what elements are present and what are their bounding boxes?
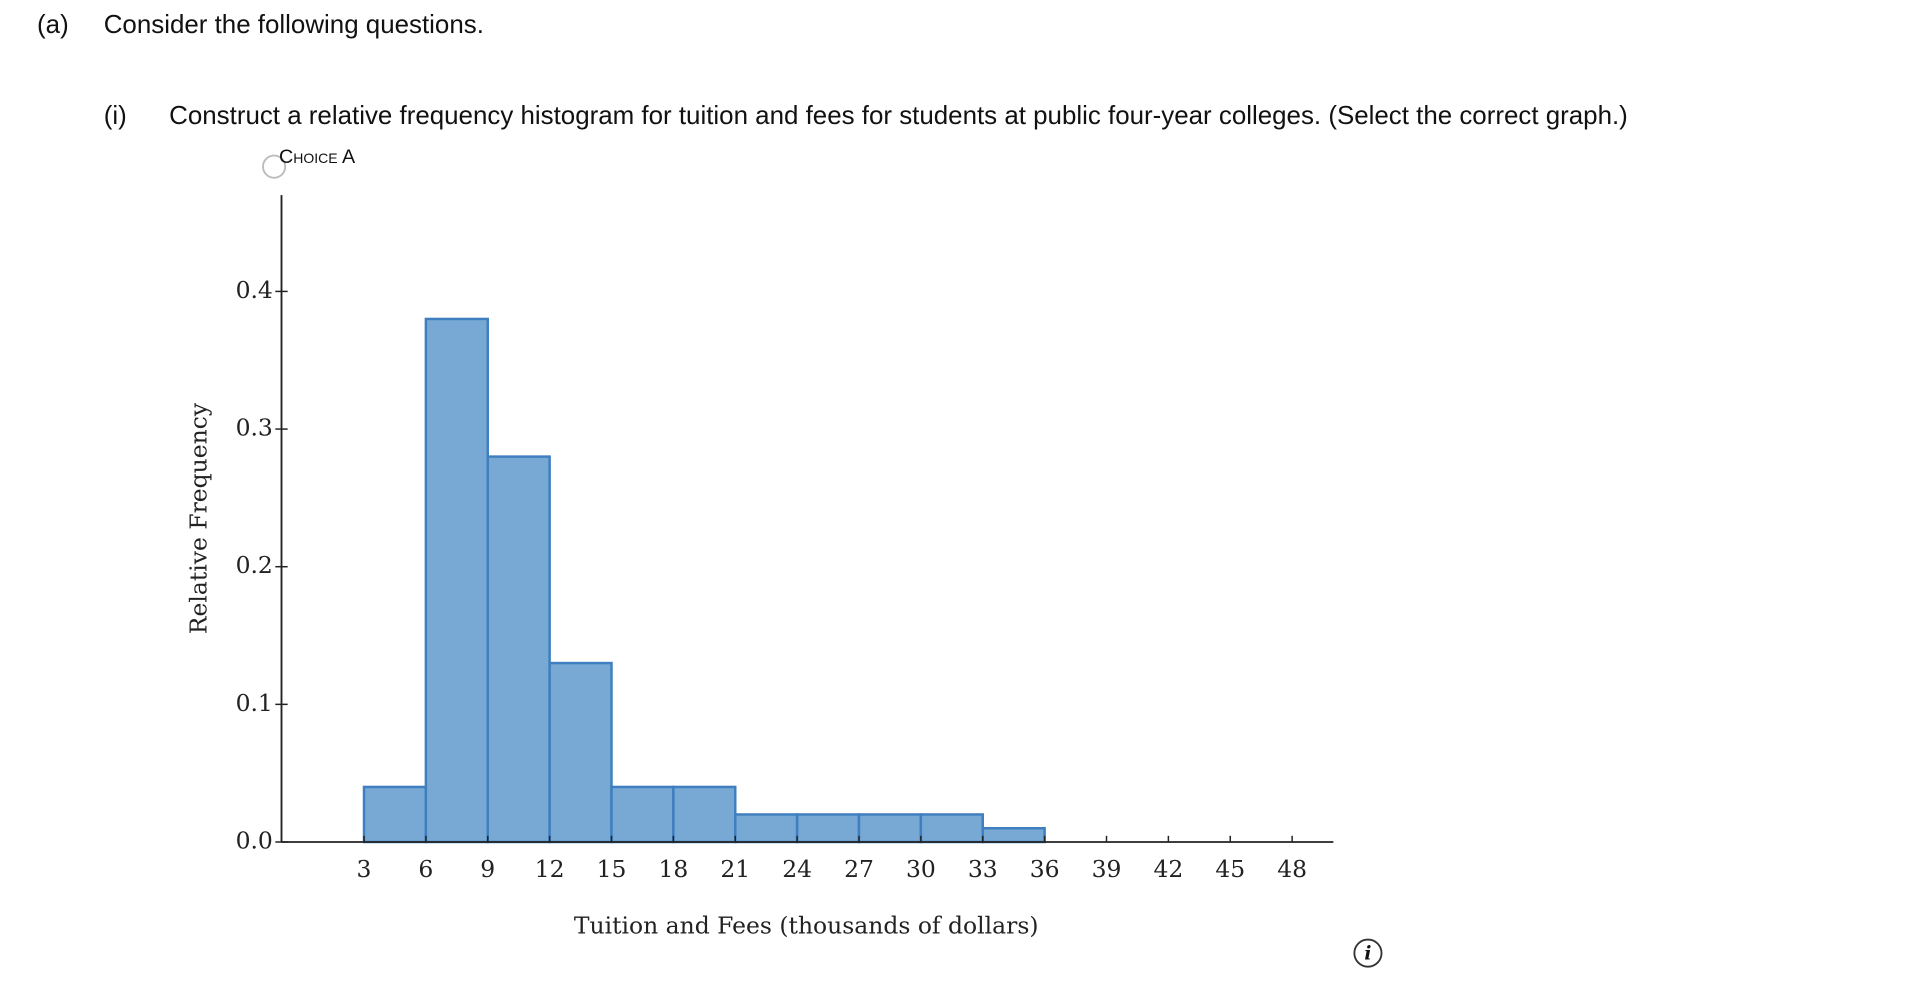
info-icon[interactable]: i	[1353, 938, 1383, 968]
info-glyph[interactable]: i	[1364, 943, 1371, 964]
x-tick-label: 3	[357, 855, 372, 883]
y-tick-label: 0.2	[236, 551, 273, 579]
bar	[548, 661, 613, 844]
x-axis-label: Tuition and Fees (thousands of dollars)	[574, 912, 1039, 940]
bar	[795, 813, 861, 844]
y-tick-label: 0.4	[236, 276, 273, 304]
x-tick-label: 39	[1092, 855, 1122, 883]
x-tick-label: 45	[1215, 855, 1245, 883]
x-tick-label: 33	[968, 855, 998, 883]
x-tick-label: 9	[480, 855, 495, 883]
x-tick-label: 27	[844, 855, 874, 883]
bar	[610, 785, 675, 844]
x-tick-label: 21	[720, 855, 750, 883]
x-tick-label: 6	[418, 855, 433, 883]
y-tick-label: 0.3	[236, 414, 273, 442]
bar	[486, 455, 551, 844]
x-tick-label: 36	[1030, 855, 1060, 883]
x-tick-label: 30	[906, 855, 936, 883]
question: Construct a relative frequency histogram…	[169, 102, 1628, 130]
radio-button[interactable]	[262, 154, 287, 179]
x-tick-label: 24	[782, 855, 812, 883]
sub-part-label: (i)	[104, 102, 127, 130]
bar	[857, 813, 923, 844]
info-circle[interactable]	[1353, 938, 1383, 968]
bar	[424, 317, 489, 844]
bar	[672, 785, 737, 844]
x-tick-label: 15	[597, 855, 627, 883]
part-letter: (a)	[37, 11, 69, 39]
x-tick-label: 12	[535, 855, 565, 883]
instruction: Consider the following questions.	[104, 11, 484, 39]
y-tick-label: 0.1	[236, 689, 273, 717]
x-tick-label: 48	[1277, 855, 1307, 883]
y-tick-label: 0.0	[236, 826, 273, 854]
x-tick-label: 18	[658, 855, 688, 883]
choice-label[interactable]: Choice A	[279, 146, 356, 168]
bar	[919, 813, 984, 844]
y-axis-label: Relative Frequency	[185, 402, 213, 634]
bar	[734, 813, 799, 844]
bar	[981, 826, 1046, 844]
x-tick-label: 42	[1153, 855, 1183, 883]
bar	[362, 785, 428, 844]
